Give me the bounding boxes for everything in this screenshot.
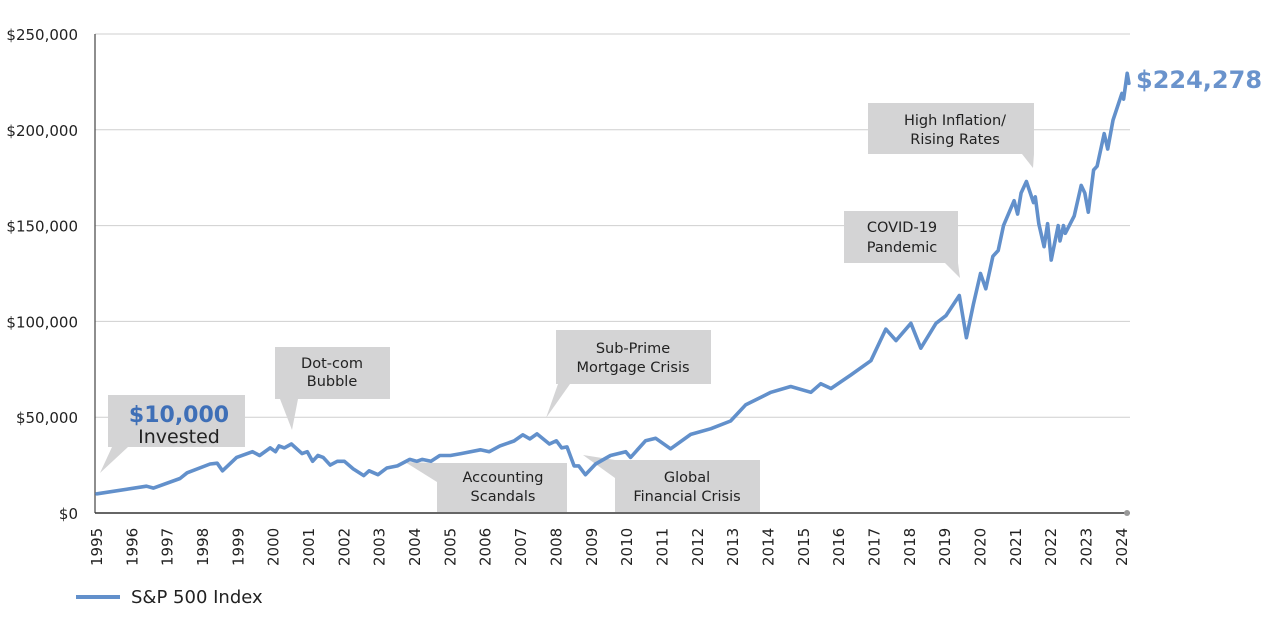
callout-subprime: Sub-Prime Mortgage Crisis — [546, 330, 711, 418]
callout-dotcom: Dot-com Bubble — [275, 347, 390, 430]
x-tick-label: 1995 — [88, 528, 106, 566]
callout-accounting-line2: Scandals — [471, 489, 536, 505]
callout-gfc-line1: Global — [664, 470, 710, 486]
callout-subprime-line2: Mortgage Crisis — [576, 360, 689, 376]
x-tick-label: 2017 — [865, 528, 883, 566]
callout-gfc: Global Financial Crisis — [583, 455, 760, 512]
callout-accounting-shape — [405, 462, 567, 512]
callout-subprime-line1: Sub-Prime — [596, 341, 670, 357]
x-tick-label: 2016 — [830, 528, 848, 566]
y-tick-label: $50,000 — [16, 409, 78, 427]
callout-inflation-line1: High Inflation/ — [904, 113, 1006, 129]
y-tick-label: $100,000 — [6, 313, 78, 331]
x-tick-label: 2007 — [512, 528, 530, 566]
callout-dotcom-line2: Bubble — [307, 374, 358, 390]
x-tick-label: 2018 — [901, 528, 919, 566]
callout-invested-shape — [100, 395, 245, 473]
x-tick-label: 2009 — [583, 528, 601, 566]
callout-invested-label: Invested — [138, 426, 220, 448]
x-tick-label: 2011 — [653, 528, 671, 566]
callout-gfc-line2: Financial Crisis — [633, 489, 740, 505]
x-tick-label: 2002 — [335, 528, 353, 566]
callout-covid-shape — [844, 211, 960, 278]
x-tick-label: 2021 — [1007, 528, 1025, 566]
callout-dotcom-line1: Dot-com — [301, 356, 363, 372]
callout-invested: $10,000 Invested — [100, 395, 245, 473]
x-tick-label: 1999 — [229, 528, 247, 566]
x-tick-label: 2006 — [477, 528, 495, 566]
callout-inflation-line2: Rising Rates — [910, 132, 1000, 148]
x-tick-label: 2012 — [689, 528, 707, 566]
x-tick-label: 2003 — [371, 528, 389, 566]
x-axis-ticks: 1995 1996 1997 1998 1999 2000 2001 2002 2003 2004… — [88, 528, 1131, 566]
callout-covid-line2: Pandemic — [867, 240, 937, 256]
x-tick-label: 2020 — [972, 528, 990, 566]
x-tick-label: 2024 — [1113, 528, 1131, 566]
legend: S&P 500 Index — [76, 587, 263, 608]
x-tick-label: 2008 — [547, 528, 565, 566]
x-tick-label: 2004 — [406, 528, 424, 566]
x-tick-label: 2001 — [300, 528, 318, 566]
callout-covid: COVID-19 Pandemic — [844, 211, 960, 278]
callout-accounting-line1: Accounting — [463, 470, 544, 486]
callout-subprime-shape — [546, 330, 711, 418]
x-tick-label: 2014 — [759, 528, 777, 566]
y-tick-label: $250,000 — [6, 26, 78, 44]
x-tick-label: 1998 — [194, 528, 212, 566]
legend-label: S&P 500 Index — [131, 587, 263, 608]
end-value-label: $224,278 — [1136, 66, 1262, 94]
y-axis-ticks: $0 $50,000 $100,000 $150,000 $200,000 $250,00… — [6, 26, 78, 523]
x-tick-label: 2022 — [1042, 528, 1060, 566]
callout-accounting: Accounting Scandals — [405, 462, 567, 512]
series-line-sp500 — [95, 71, 1131, 496]
x-tick-label: 2005 — [441, 528, 459, 566]
series-layer — [95, 71, 1131, 496]
callout-inflation-shape — [868, 103, 1034, 168]
x-tick-label: 2023 — [1078, 528, 1096, 566]
y-tick-label: $0 — [59, 505, 78, 523]
callout-inflation: High Inflation/ Rising Rates — [868, 103, 1034, 168]
callout-invested-amount: $10,000 — [129, 403, 229, 428]
x-tick-label: 2013 — [724, 528, 742, 566]
axis-end-marker — [1124, 510, 1130, 516]
x-tick-label: 2000 — [265, 528, 283, 566]
callout-gfc-shape — [583, 455, 760, 512]
x-tick-label: 2010 — [618, 528, 636, 566]
x-tick-label: 1996 — [123, 528, 141, 566]
x-tick-label: 2015 — [795, 528, 813, 566]
callout-covid-line1: COVID-19 — [867, 220, 937, 236]
x-tick-label: 1997 — [159, 528, 177, 566]
y-tick-label: $200,000 — [6, 122, 78, 140]
x-tick-label: 2019 — [936, 528, 954, 566]
callout-dotcom-shape — [275, 347, 390, 430]
y-tick-label: $150,000 — [6, 218, 78, 236]
